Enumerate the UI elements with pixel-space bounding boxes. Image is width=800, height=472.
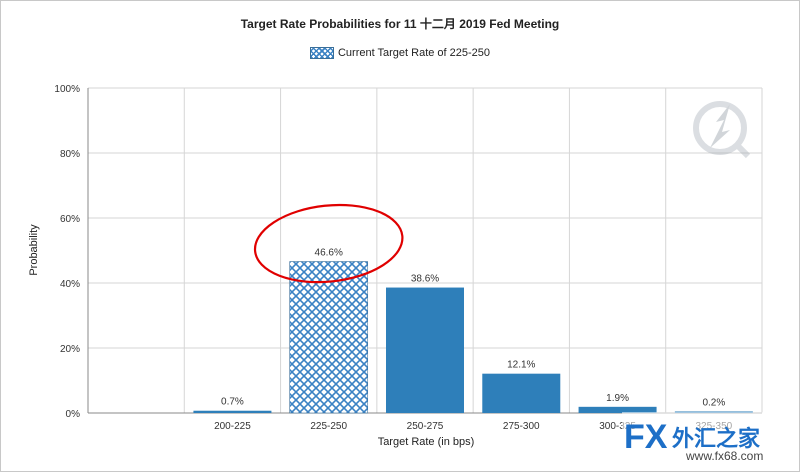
x-tick-label: 225-250 <box>310 421 347 432</box>
y-tick-label: 20% <box>60 344 80 355</box>
x-tick-label: 250-275 <box>407 421 444 432</box>
data-label: 0.2% <box>702 398 725 409</box>
fx-brand-logo: FX 外汇之家 <box>622 412 798 470</box>
watermark-bolt <box>710 104 730 148</box>
fx-brand-letters: FX <box>624 418 668 456</box>
y-tick-label: 0% <box>66 409 81 420</box>
data-label: 1.9% <box>606 393 629 404</box>
fx-brand-backdrop <box>622 412 798 470</box>
data-label: 38.6% <box>411 274 439 285</box>
bar-275-300 <box>482 373 561 413</box>
y-tick-label: 100% <box>54 84 80 95</box>
legend-swatch-hatched <box>309 47 334 59</box>
x-tick-label: 200-225 <box>214 421 251 432</box>
watermark-url: www.fx68.com <box>686 449 764 463</box>
watermark-tail <box>733 141 751 159</box>
data-label: 46.6% <box>315 248 343 259</box>
fx-brand-chinese: 外汇之家 <box>672 426 761 452</box>
x-axis-label: Target Rate (in bps) <box>377 436 475 448</box>
bar-250-275 <box>386 287 464 413</box>
bar-300-325 <box>578 406 657 413</box>
annotation-circle <box>253 203 404 284</box>
bar-200-225 <box>193 410 272 413</box>
y-tick-label: 60% <box>60 214 80 225</box>
chart-title: Target Rate Probabilities for 11 十二月 201… <box>240 17 560 31</box>
x-tick-label: 275-300 <box>503 421 540 432</box>
data-label: 0.7% <box>221 397 244 408</box>
chart-legend: Current Target Rate of 225-250 <box>0 47 800 59</box>
watermark-ring <box>693 101 747 155</box>
data-label: 12.1% <box>507 360 535 371</box>
y-tick-label: 40% <box>60 279 80 290</box>
watermark-q-logo <box>693 101 751 159</box>
legend-label: Current Target Rate of 225-250 <box>337 47 491 59</box>
bar-225-250 <box>289 261 369 414</box>
y-tick-label: 80% <box>60 149 80 160</box>
x-tick-label: 300-325 <box>599 421 636 432</box>
